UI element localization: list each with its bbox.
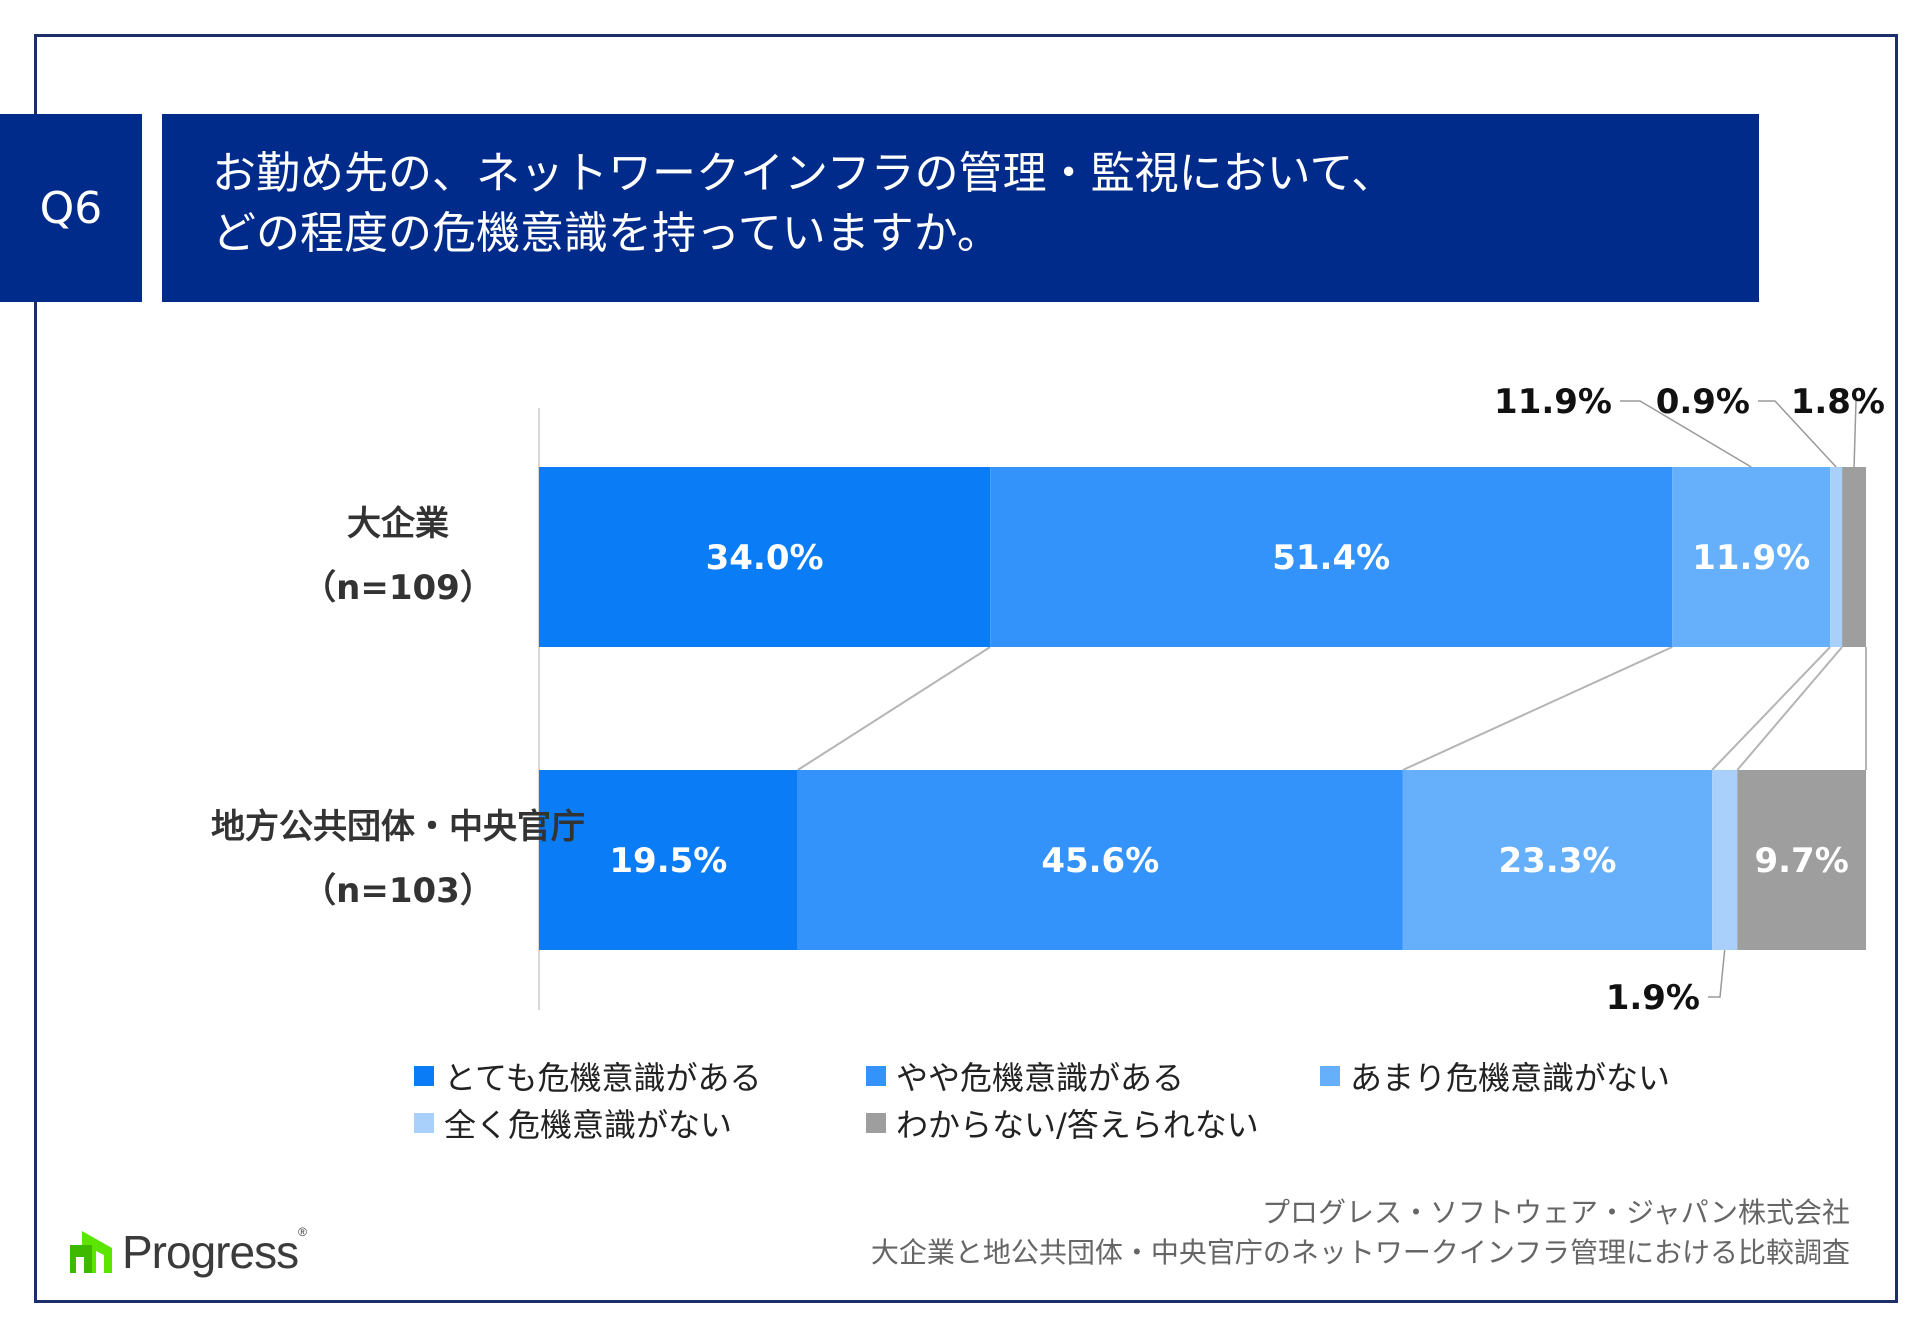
legend-item-5: わからない/答えられない: [866, 1100, 1259, 1146]
data-label: 51.4%: [1272, 538, 1390, 578]
legend-swatch: [414, 1066, 434, 1086]
legend-label: やや危機意識がある: [896, 1059, 1185, 1097]
bar-segment: [990, 467, 1673, 647]
callout-labels: 11.9% 0.9% 1.8% 1.9%: [1494, 382, 1885, 1018]
data-label: 11.9%: [1692, 538, 1810, 578]
legend-item-1: とても危機意識がある: [414, 1053, 761, 1099]
footer-source: プログレス・ソフトウェア・ジャパン株式会社 大企業と地公共団体・中央官庁のネット…: [871, 1193, 1850, 1273]
question-title: お勤め先の、ネットワークインフラの管理・監視において、 どの程度の危機意識を持っ…: [162, 114, 1759, 302]
legend-label: とても危機意識がある: [444, 1059, 762, 1097]
legend-item-4: 全く危機意識がない: [414, 1100, 732, 1146]
footer-survey: 大企業と地公共団体・中央官庁のネットワークインフラ管理における比較調査: [870, 1236, 1850, 1269]
callout-label: 1.9%: [1606, 978, 1700, 1018]
category-labels: 大企業 （n=109） 地方公共団体・中央官庁 （n=103）: [211, 504, 585, 911]
bar-segment: [539, 770, 798, 950]
question-title-line-2: どの程度の危機意識を持っていますか。: [212, 208, 1001, 259]
data-label: 45.6%: [1041, 841, 1159, 881]
connector-line: [1711, 646, 1831, 771]
legend-swatch: [414, 1113, 434, 1133]
logo-word: Progress: [122, 1226, 299, 1278]
data-label: 34.0%: [706, 538, 824, 578]
bar-segment: [797, 770, 1403, 950]
connector-line: [1736, 646, 1843, 771]
question-title-line-1: お勤め先の、ネットワークインフラの管理・監視において、: [212, 148, 1396, 199]
callout-leader: [1853, 400, 1857, 468]
progress-logo-icon: [70, 1231, 112, 1273]
callout-leader: [1708, 949, 1726, 998]
progress-logo-text: Progress®: [122, 1225, 307, 1279]
bar-segment: [1737, 770, 1866, 950]
footer-company: プログレス・ソフトウェア・ジャパン株式会社: [1261, 1196, 1850, 1229]
callout-label: 0.9%: [1656, 382, 1750, 422]
connector-line: [797, 646, 991, 771]
category-sample-size: （n=109）: [302, 568, 494, 608]
connector-line: [1402, 646, 1673, 771]
logo-registered-mark: ®: [298, 1225, 307, 1239]
bar-segment: [1402, 770, 1713, 950]
bar-segment: [539, 467, 991, 647]
data-label: 23.3%: [1498, 841, 1616, 881]
bar-segment: [1842, 467, 1866, 647]
legend-swatch: [1320, 1066, 1340, 1086]
legend-swatch: [866, 1113, 886, 1133]
bar-segment: [1712, 770, 1738, 950]
legend-label: わからない/答えられない: [896, 1106, 1259, 1144]
bar-segment: [1830, 467, 1843, 647]
question-number: Q6: [0, 114, 142, 302]
category-sample-size: （n=103）: [302, 871, 494, 911]
callout-leader: [1758, 400, 1837, 468]
chart-frame: [34, 34, 1898, 1303]
bars: 34.0% 51.4% 11.9% 19.5% 45.6% 23.3% 9.7%: [539, 467, 1866, 950]
category-name: 大企業: [347, 504, 449, 544]
legend-label: あまり危機意識がない: [1350, 1059, 1671, 1097]
progress-logo: Progress®: [66, 1225, 307, 1279]
connector-lines: [797, 646, 1867, 771]
callout-label: 11.9%: [1494, 382, 1612, 422]
callout-leader: [1620, 400, 1752, 468]
legend-label: 全く危機意識がない: [444, 1106, 733, 1144]
legend-item-2: やや危機意識がある: [866, 1053, 1184, 1099]
category-name: 地方公共団体・中央官庁: [211, 807, 585, 847]
data-label: 9.7%: [1754, 841, 1848, 881]
data-label: 19.5%: [609, 841, 727, 881]
legend-item-3: あまり危機意識がない: [1320, 1053, 1670, 1099]
callout-label: 1.8%: [1791, 382, 1885, 422]
bar-segment: [1672, 467, 1831, 647]
legend-swatch: [866, 1066, 886, 1086]
